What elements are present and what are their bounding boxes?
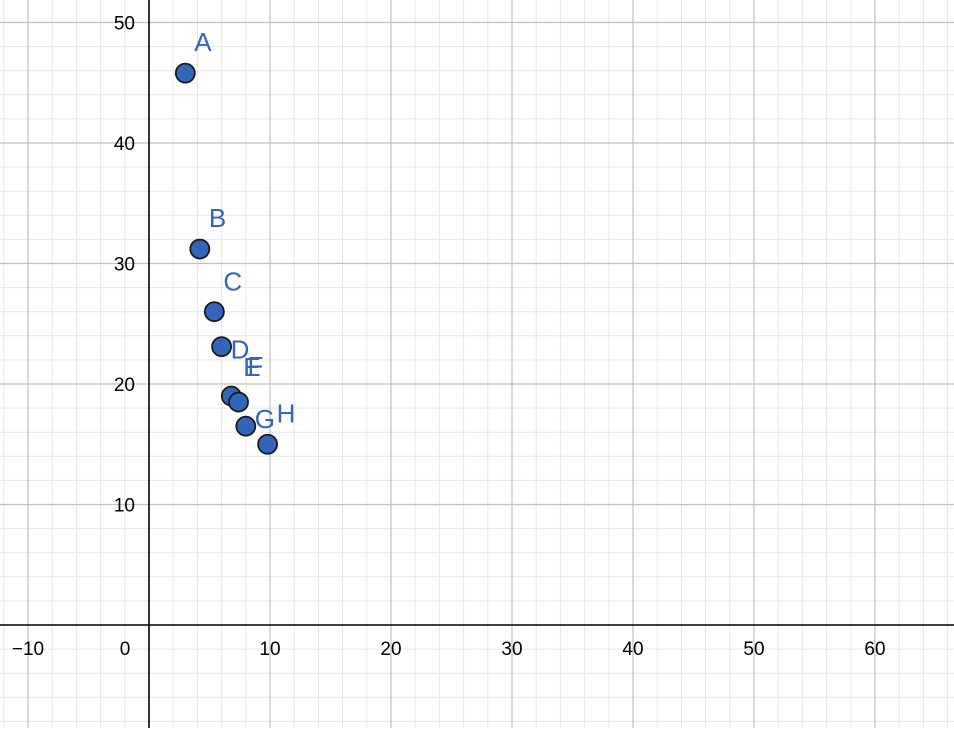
data-point-c[interactable] bbox=[203, 301, 225, 323]
y-tick-label: 20 bbox=[114, 375, 135, 396]
x-tick-label: 10 bbox=[259, 639, 280, 660]
x-tick-label: −10 bbox=[12, 639, 44, 660]
point-label-h: H bbox=[277, 398, 296, 428]
point-label-d: D bbox=[231, 335, 250, 365]
y-tick-labels: 10 20 30 40 50 bbox=[114, 14, 135, 517]
data-point-d[interactable] bbox=[211, 336, 233, 358]
y-tick-label: 50 bbox=[114, 14, 135, 35]
y-tick-label: 10 bbox=[114, 496, 135, 517]
point-label-b: B bbox=[209, 203, 226, 233]
point-label-f: F bbox=[248, 351, 264, 381]
y-tick-label: 30 bbox=[114, 255, 135, 276]
y-tick-label: 40 bbox=[114, 134, 135, 155]
x-tick-labels: −10 0 10 20 30 40 50 60 bbox=[12, 639, 886, 660]
x-tick-label: 60 bbox=[864, 639, 885, 660]
x-tick-label: 40 bbox=[622, 639, 643, 660]
x-tick-label: 50 bbox=[743, 639, 764, 660]
data-point-g[interactable] bbox=[235, 415, 257, 437]
point-label-a: A bbox=[194, 27, 212, 57]
point-label-e: E bbox=[243, 352, 260, 382]
point-label-c: C bbox=[223, 267, 242, 297]
x-tick-label: 30 bbox=[501, 639, 522, 660]
x-tick-label: 0 bbox=[120, 639, 131, 660]
point-label-g: G bbox=[255, 404, 275, 434]
x-tick-label: 20 bbox=[380, 639, 401, 660]
data-point-f[interactable] bbox=[228, 391, 249, 413]
data-point-b[interactable] bbox=[189, 238, 211, 260]
data-point-h[interactable] bbox=[257, 433, 278, 455]
data-point-a[interactable] bbox=[174, 62, 196, 84]
